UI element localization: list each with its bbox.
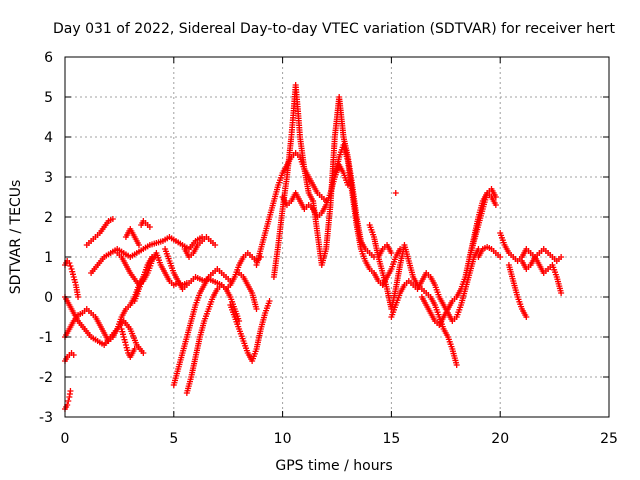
- series-track-l: [131, 254, 156, 304]
- data-point: [492, 194, 499, 200]
- x-tick-label: 15: [382, 431, 400, 447]
- data-point: [388, 250, 395, 256]
- data-point-interp: [119, 328, 126, 335]
- series-track-e: [62, 350, 77, 364]
- data-point: [523, 314, 530, 320]
- series-track-x: [366, 222, 460, 368]
- data-point: [109, 216, 116, 222]
- series-track-t: [270, 82, 317, 280]
- data-point: [149, 254, 156, 260]
- series-track-k: [118, 326, 138, 360]
- data-point: [65, 398, 72, 404]
- data-point-interp: [123, 344, 130, 351]
- series-track-v: [310, 94, 395, 268]
- series-track-ac: [497, 230, 565, 264]
- series-track-i: [122, 226, 142, 248]
- series-track-aa: [466, 186, 499, 260]
- data-point: [146, 224, 153, 230]
- y-tick-label: 2: [44, 210, 53, 226]
- data-point-interp: [120, 331, 127, 338]
- data-point: [66, 260, 73, 266]
- series-track-ab: [475, 244, 504, 260]
- data-point: [227, 278, 234, 284]
- data-point: [122, 342, 129, 348]
- y-tick-label: 0: [44, 290, 53, 306]
- data-point-interp: [69, 268, 76, 275]
- data-point: [131, 346, 138, 352]
- x-tick-labels: 0 5 10 15 20 25: [61, 431, 618, 447]
- series-track-b: [62, 294, 147, 356]
- data-point-interp: [71, 276, 78, 283]
- data-point: [68, 266, 75, 272]
- y-tick-label: 3: [44, 170, 53, 186]
- axis-ticks: [64, 56, 610, 418]
- series-track-ad: [505, 262, 530, 320]
- x-tick-label: 5: [169, 431, 178, 447]
- data-point-interp: [72, 279, 79, 286]
- data-point: [70, 274, 77, 280]
- series-track-p: [181, 234, 219, 260]
- data-point: [558, 254, 565, 260]
- series-track-j: [138, 218, 153, 230]
- series-track-a: [62, 254, 156, 344]
- plot-frame: [64, 56, 610, 418]
- data-point: [135, 242, 142, 248]
- data-point: [67, 388, 74, 394]
- x-tick-label: 20: [491, 431, 509, 447]
- y-tick-label: 6: [44, 50, 53, 66]
- y-tick-labels: -3 -2 -1 0 1 2 3 4 5 6: [39, 50, 53, 426]
- x-tick-label: 0: [61, 431, 70, 447]
- series-track-d: [62, 388, 74, 412]
- y-tick-label: 4: [44, 130, 53, 146]
- data-point: [253, 306, 260, 312]
- y-axis-label: SDTVAR / TECUs: [8, 180, 24, 295]
- y-tick-label: -1: [39, 330, 53, 346]
- data-point-interp: [122, 339, 129, 346]
- data-point: [492, 202, 499, 208]
- data-point: [392, 190, 399, 196]
- data-point-interp: [124, 347, 131, 354]
- y-tick-label: -3: [39, 410, 53, 426]
- data-point: [497, 254, 504, 260]
- y-tick-label: 5: [44, 90, 53, 106]
- series-track-q: [227, 298, 273, 364]
- series-track-af: [392, 190, 399, 196]
- x-axis-label: GPS time / hours: [275, 458, 392, 474]
- chart-title: Day 031 of 2022, Sidereal Day-to-day VTE…: [53, 21, 615, 37]
- data-point: [558, 290, 565, 296]
- x-tick-label: 25: [600, 431, 618, 447]
- data-point: [75, 294, 82, 300]
- data-point: [120, 334, 127, 340]
- y-tick-label: -2: [39, 370, 53, 386]
- series-track-ae: [518, 254, 565, 296]
- series-track-r: [236, 270, 260, 312]
- data-point: [70, 352, 77, 358]
- series-track-w: [331, 142, 404, 288]
- data-point: [212, 242, 219, 248]
- series-track-f: [83, 216, 116, 248]
- data-point-interp: [121, 336, 128, 343]
- series-track-s: [253, 150, 330, 268]
- data-point: [140, 350, 147, 356]
- data-points: [62, 82, 565, 412]
- series-track-o: [183, 282, 243, 396]
- data-point: [266, 298, 273, 304]
- series-track-m: [162, 246, 264, 292]
- data-point: [118, 326, 125, 332]
- y-tick-label: 1: [44, 250, 53, 266]
- x-tick-label: 10: [274, 431, 292, 447]
- series-track-n: [170, 266, 234, 388]
- data-point-interp: [67, 263, 74, 269]
- data-point: [453, 362, 460, 368]
- data-point-interp: [69, 271, 76, 278]
